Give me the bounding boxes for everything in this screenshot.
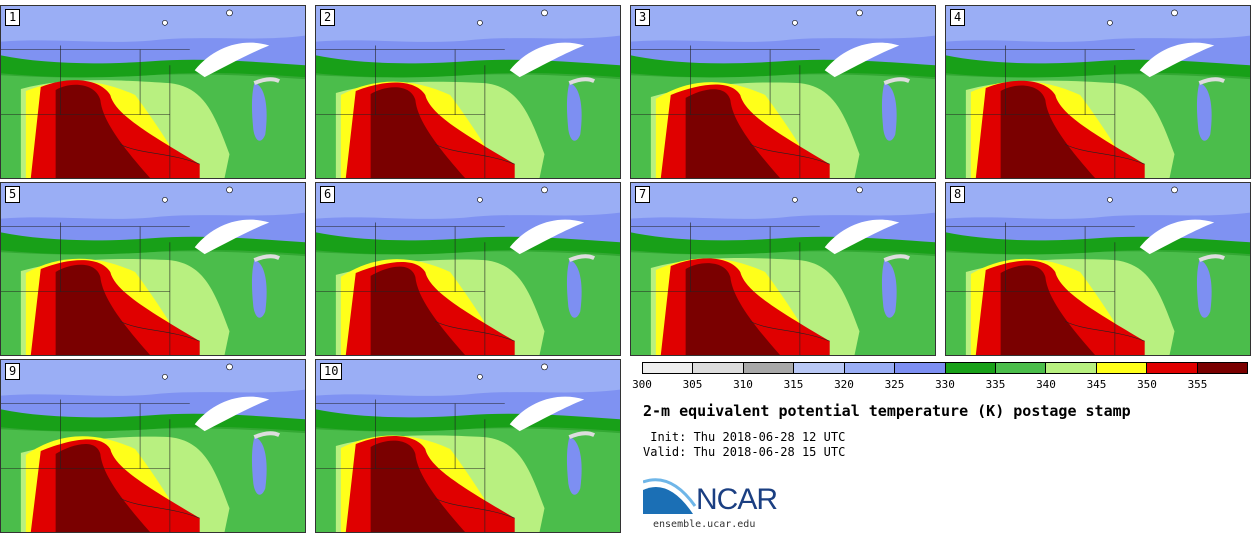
logo-text: NCAR — [696, 483, 778, 516]
init-time: Init: Thu 2018-06-28 12 UTC — [643, 430, 846, 444]
colorbar-tick-label: 300 — [632, 378, 652, 391]
colorbar-segment — [1147, 363, 1198, 373]
postage-stamp-map: 1 — [0, 5, 306, 179]
postage-stamp-map: 7 — [630, 182, 936, 356]
member-number: 2 — [320, 9, 336, 26]
colorbar-ticks: 300 305 310 315 320 325 330 335 340 345 350 355 — [632, 378, 1248, 392]
member-number: 4 — [950, 9, 966, 26]
chart-title: 2-m equivalent potential temperature (K)… — [643, 402, 1131, 420]
colorbar-tick-label: 355 — [1187, 378, 1208, 391]
colorbar-segment — [1046, 363, 1097, 373]
postage-stamp-map: 10 — [315, 359, 621, 533]
member-number: 10 — [320, 363, 343, 380]
colorbar-tick-label: 305 — [682, 378, 703, 391]
member-number: 7 — [635, 186, 651, 203]
colorbar-tick-label: 310 — [733, 378, 753, 391]
colorbar-segment — [945, 363, 996, 373]
colorbar-tick-label: 320 — [834, 378, 854, 391]
member-number: 3 — [635, 9, 651, 26]
postage-stamp-map: 8 — [945, 182, 1251, 356]
colorbar-segment — [1197, 363, 1248, 373]
postage-stamp-map: 6 — [315, 182, 621, 356]
colorbar-tick-label: 345 — [1086, 378, 1107, 391]
member-number: 1 — [5, 9, 21, 26]
colorbar-tick-label: 330 — [935, 378, 955, 391]
colorbar — [642, 362, 1248, 374]
member-number: 6 — [320, 186, 336, 203]
colorbar-segment — [794, 363, 845, 373]
postage-stamp-map: 5 — [0, 182, 306, 356]
colorbar-tick-label: 315 — [783, 378, 804, 391]
postage-stamp-map: 9 — [0, 359, 306, 533]
postage-stamp-map: 2 — [315, 5, 621, 179]
member-number: 9 — [5, 363, 21, 380]
colorbar-segment — [844, 363, 896, 373]
colorbar-segment — [995, 363, 1047, 373]
member-number: 5 — [5, 186, 21, 203]
postage-stamp-map: 3 — [630, 5, 936, 179]
colorbar-segment — [743, 363, 795, 373]
colorbar-tick-label: 335 — [985, 378, 1006, 391]
colorbar-tick-label: 350 — [1137, 378, 1157, 391]
valid-time: Valid: Thu 2018-06-28 15 UTC — [643, 445, 846, 459]
colorbar-tick-label: 325 — [884, 378, 905, 391]
colorbar-segment — [643, 363, 694, 373]
site-url: ensemble.ucar.edu — [653, 519, 756, 530]
ncar-logo-icon — [643, 478, 697, 514]
colorbar-segment — [895, 363, 946, 373]
colorbar-tick-label: 340 — [1036, 378, 1056, 391]
member-number: 8 — [950, 186, 966, 203]
postage-stamp-map: 4 — [945, 5, 1251, 179]
colorbar-segment — [693, 363, 744, 373]
colorbar-segment — [1096, 363, 1148, 373]
